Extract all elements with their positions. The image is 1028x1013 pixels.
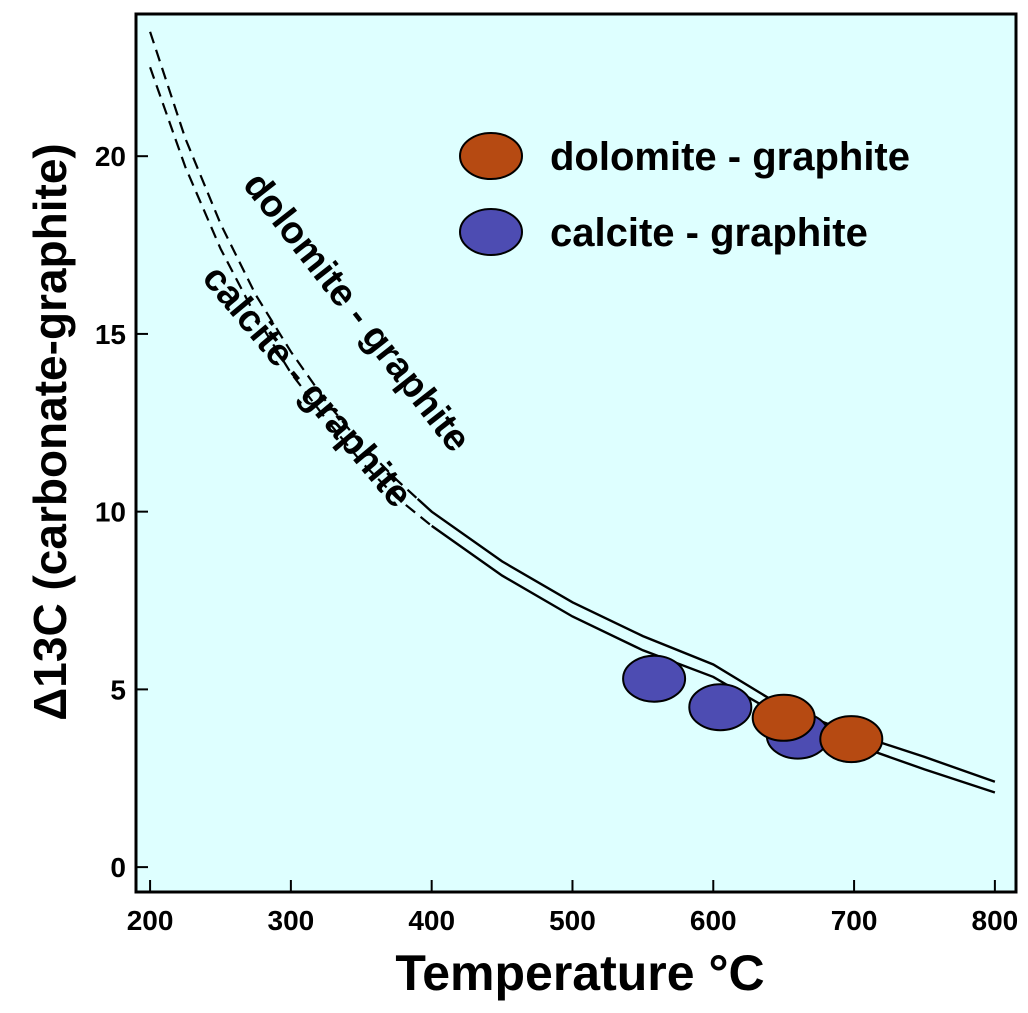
curve-dashed-0: [149, 31, 419, 500]
data-point-dolomite-1: [819, 715, 884, 764]
x-tick-label-300: 300: [268, 905, 315, 936]
x-tick-label-200: 200: [127, 905, 174, 936]
x-tick-label-700: 700: [831, 905, 878, 936]
y-axis-title: Δ13C (carbonate-graphite): [24, 143, 76, 721]
legend-label-dolomite: dolomite - graphite: [550, 135, 910, 179]
x-axis-title: Temperature °C: [395, 945, 764, 1001]
fractionation-curves: [149, 31, 996, 794]
legend-marker-calcite: [459, 208, 523, 256]
data-point-calcite-0: [622, 654, 687, 703]
x-tick-label-400: 400: [408, 905, 455, 936]
legend: dolomite - graphite calcite - graphite: [459, 132, 910, 256]
x-axis: 200 300 400 500 600 700 800: [127, 880, 1019, 936]
y-tick-label-0: 0: [110, 852, 126, 883]
y-tick-label-5: 5: [110, 674, 126, 705]
data-point-dolomite-0: [751, 693, 816, 742]
curve-dashed-1: [149, 66, 433, 527]
y-tick-label-20: 20: [95, 141, 126, 172]
data-point-calcite-1: [688, 683, 753, 732]
y-tick-label-15: 15: [95, 319, 126, 350]
y-tick-label-10: 10: [95, 497, 126, 528]
legend-marker-dolomite: [459, 132, 523, 180]
curve-solid-1: [431, 524, 996, 794]
legend-label-calcite: calcite - graphite: [550, 211, 868, 255]
curve-solid-0: [416, 498, 996, 783]
x-tick-label-600: 600: [690, 905, 737, 936]
data-points: [622, 654, 884, 764]
x-tick-label-500: 500: [549, 905, 596, 936]
x-tick-label-800: 800: [972, 905, 1019, 936]
y-axis: 0 5 10 15 20: [95, 141, 148, 883]
